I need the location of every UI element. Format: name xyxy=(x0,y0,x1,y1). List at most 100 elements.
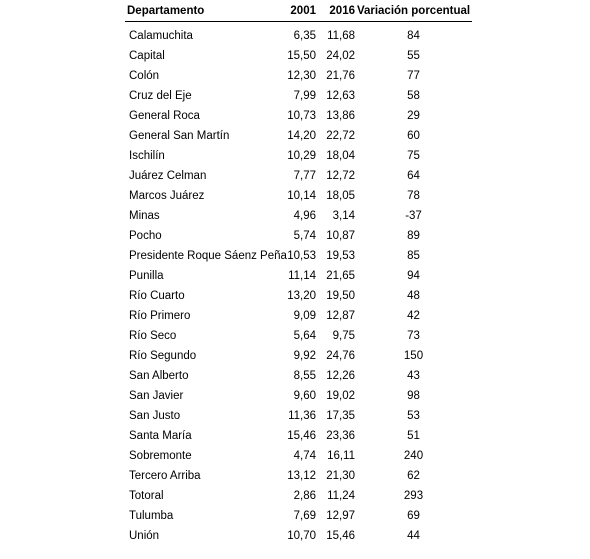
table-row: Río Segundo 9,92 24,76 150 xyxy=(125,346,472,366)
table-row: Colón 12,30 21,76 77 xyxy=(125,66,472,86)
data-table-container: Departamento 2001 2016 Variación porcent… xyxy=(125,1,472,546)
department-name-cell: Río Segundo xyxy=(129,350,197,362)
variation-cell: 94 xyxy=(407,270,420,282)
table-row: Río Cuarto 13,20 19,50 48 xyxy=(125,286,472,306)
value-2016-cell: 12,63 xyxy=(326,90,355,102)
table-body: Calamuchita 6,35 11,68 84 Capital 15,50 24,02 5… xyxy=(125,22,472,547)
department-table: Departamento 2001 2016 Variación porcent… xyxy=(125,1,472,546)
value-2001-cell: 11,14 xyxy=(288,270,316,282)
value-2001-cell: 7,69 xyxy=(293,510,316,522)
table-row: Marcos Juárez 10,14 18,05 78 xyxy=(125,186,472,206)
department-name-cell: San Javier xyxy=(129,390,184,402)
value-2016-cell: 19,02 xyxy=(326,390,355,402)
value-2016-cell: 24,02 xyxy=(326,50,355,62)
variation-cell: 29 xyxy=(407,110,420,122)
variation-cell: 53 xyxy=(407,410,420,422)
value-2001-cell: 14,20 xyxy=(287,130,316,142)
table-row: Unión 10,70 15,46 44 xyxy=(125,526,472,546)
value-2016-cell: 16,11 xyxy=(327,450,355,462)
value-2016-cell: 12,87 xyxy=(326,310,355,322)
variation-cell: 62 xyxy=(407,470,420,482)
department-name-cell: Totoral xyxy=(129,490,164,502)
value-2001-cell: 10,53 xyxy=(287,250,316,262)
department-name-cell: Colón xyxy=(129,70,160,82)
value-2016-cell: 19,50 xyxy=(326,290,355,302)
table-row: Santa María 15,46 23,36 51 xyxy=(125,426,472,446)
variation-cell: 44 xyxy=(407,530,420,542)
header-variacion: Variación porcentual xyxy=(355,1,472,22)
value-2016-cell: 21,65 xyxy=(326,270,355,282)
table-row: Sobremonte 4,74 16,11 240 xyxy=(125,446,472,466)
header-departamento: Departamento xyxy=(125,1,277,22)
variation-cell: 77 xyxy=(407,70,420,82)
value-2016-cell: 24,76 xyxy=(326,350,355,362)
value-2001-cell: 15,46 xyxy=(287,430,316,442)
department-name-cell: Pocho xyxy=(129,230,162,242)
variation-cell: 48 xyxy=(407,290,420,302)
variation-cell: 240 xyxy=(403,450,424,462)
value-2001-cell: 13,20 xyxy=(287,290,316,302)
value-2001-cell: 4,74 xyxy=(293,450,316,462)
value-2016-cell: 13,86 xyxy=(326,110,355,122)
value-2016-cell: 12,97 xyxy=(326,510,355,522)
value-2001-cell: 8,55 xyxy=(293,370,316,382)
value-2016-cell: 18,05 xyxy=(326,190,355,202)
variation-cell: 150 xyxy=(403,350,424,362)
variation-cell: 85 xyxy=(407,250,420,262)
variation-cell: 51 xyxy=(407,430,420,442)
header-row: Departamento 2001 2016 Variación porcent… xyxy=(125,1,472,22)
value-2016-cell: 18,04 xyxy=(326,150,355,162)
value-2016-cell: 17,35 xyxy=(326,410,355,422)
value-2001-cell: 9,92 xyxy=(293,350,316,362)
value-2016-cell: 12,26 xyxy=(326,370,355,382)
value-2001-cell: 10,70 xyxy=(287,530,316,542)
department-name-cell: Río Cuarto xyxy=(129,290,185,302)
department-name-cell: Tercero Arriba xyxy=(129,470,201,482)
variation-cell: 78 xyxy=(407,190,420,202)
value-2001-cell: 13,12 xyxy=(287,470,316,482)
variation-cell: 42 xyxy=(407,310,420,322)
department-name-cell: Sobremonte xyxy=(129,450,192,462)
variation-cell: 293 xyxy=(403,490,424,502)
department-name-cell: Tulumba xyxy=(129,510,174,522)
department-name-cell: Presidente Roque Sáenz Peña xyxy=(129,250,287,262)
department-name-cell: Cruz del Eje xyxy=(129,90,192,102)
value-2001-cell: 6,35 xyxy=(293,30,316,42)
value-2001-cell: 10,14 xyxy=(287,190,316,202)
table-row: Capital 15,50 24,02 55 xyxy=(125,46,472,66)
department-name-cell: San Alberto xyxy=(129,370,189,382)
variation-cell: 75 xyxy=(407,150,420,162)
department-name-cell: Juárez Celman xyxy=(129,170,207,182)
variation-cell: 89 xyxy=(407,230,420,242)
table-row: Río Seco 5,64 9,75 73 xyxy=(125,326,472,346)
table-row: Calamuchita 6,35 11,68 84 xyxy=(125,26,472,46)
value-2001-cell: 9,60 xyxy=(293,390,316,402)
table-row: San Alberto 8,55 12,26 43 xyxy=(125,366,472,386)
variation-cell: 64 xyxy=(407,170,420,182)
value-2016-cell: 22,72 xyxy=(326,130,355,142)
value-2001-cell: 5,64 xyxy=(293,330,316,342)
table-row: Pocho 5,74 10,87 89 xyxy=(125,226,472,246)
variation-cell: 69 xyxy=(407,510,420,522)
value-2001-cell: 15,50 xyxy=(287,50,316,62)
department-name-cell: Santa María xyxy=(129,430,192,442)
table-row: Tulumba 7,69 12,97 69 xyxy=(125,506,472,526)
table-row: Ischilín 10,29 18,04 75 xyxy=(125,146,472,166)
department-name-cell: Río Seco xyxy=(129,330,177,342)
value-2016-cell: 15,46 xyxy=(326,530,355,542)
table-row: San Javier 9,60 19,02 98 xyxy=(125,386,472,406)
value-2001-cell: 4,96 xyxy=(293,210,316,222)
table-row: Río Primero 9,09 12,87 42 xyxy=(125,306,472,326)
header-2016: 2016 xyxy=(316,1,355,22)
table-row: General San Martín 14,20 22,72 60 xyxy=(125,126,472,146)
value-2001-cell: 9,09 xyxy=(293,310,316,322)
value-2001-cell: 2,86 xyxy=(293,490,316,502)
department-name-cell: General Roca xyxy=(129,110,200,122)
table-row: Juárez Celman 7,77 12,72 64 xyxy=(125,166,472,186)
variation-cell: 58 xyxy=(407,90,420,102)
table-row: General Roca 10,73 13,86 29 xyxy=(125,106,472,126)
value-2016-cell: 9,75 xyxy=(332,330,355,342)
variation-cell: 73 xyxy=(407,330,420,342)
department-name-cell: Punilla xyxy=(129,270,164,282)
table-row: Cruz del Eje 7,99 12,63 58 xyxy=(125,86,472,106)
